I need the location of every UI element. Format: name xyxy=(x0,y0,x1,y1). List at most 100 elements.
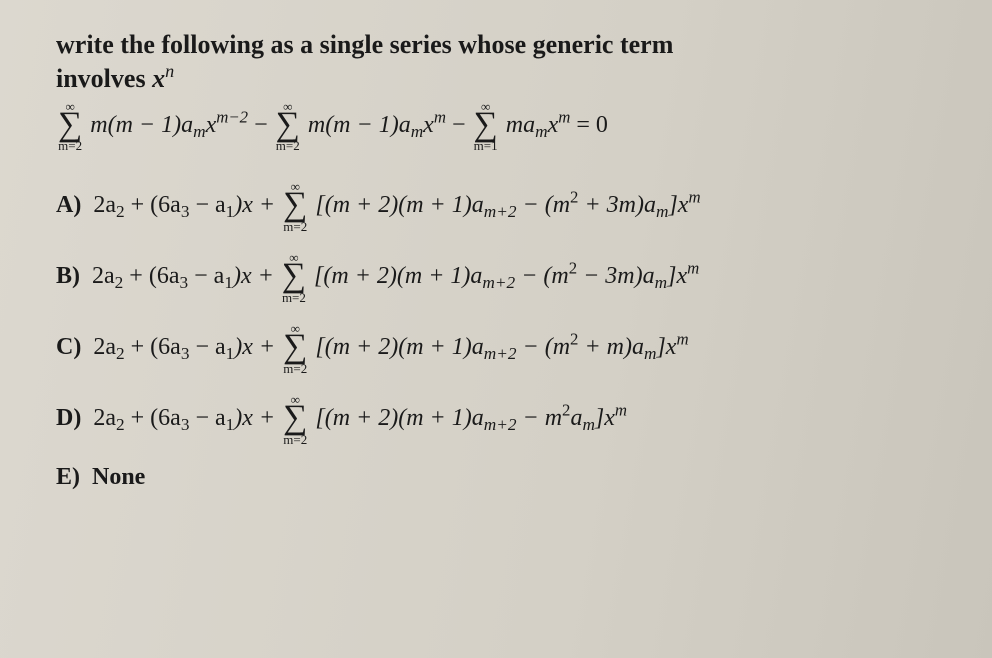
c-body-c: + m)a xyxy=(578,334,644,360)
eq-term2a: m(m − 1)a xyxy=(308,112,411,138)
a-body-sub2: m xyxy=(656,202,668,221)
b-body-sub2: m xyxy=(655,273,667,292)
d-body-sub1: m+2 xyxy=(484,415,517,434)
question-prompt: write the following as a single series w… xyxy=(56,28,948,96)
c-body-sub2: m xyxy=(644,344,656,363)
choice-e-letter: E) xyxy=(56,464,80,490)
c-lead-a: 2a xyxy=(93,334,116,360)
eq-term1b: x xyxy=(206,112,217,138)
a-body-b: − (m xyxy=(517,192,571,218)
choice-d: D) 2a2 + (6a3 − a1)x + ∞ ∑ m=2 [(m + 2)(… xyxy=(56,393,948,446)
sigma-b-symbol: ∑ xyxy=(282,262,306,291)
eq-term2-sub: m xyxy=(411,121,423,140)
sigma-a: ∞ ∑ m=2 xyxy=(283,180,307,233)
a-lead-d: )x + xyxy=(234,192,281,218)
choice-d-letter: D) xyxy=(56,405,81,431)
a-sub2: 2 xyxy=(116,202,125,221)
prompt-var: x xyxy=(152,64,165,93)
a-body-c: + 3m)a xyxy=(578,192,656,218)
sigma-a-symbol: ∑ xyxy=(283,191,307,220)
eq-term3b: x xyxy=(548,112,559,138)
sigma-1: ∞ ∑ m=2 xyxy=(58,100,82,153)
d-body-b: − m xyxy=(517,405,563,431)
b-body-sup2: m xyxy=(687,259,699,278)
sigma-2: ∞ ∑ m=2 xyxy=(276,100,300,153)
eq-term1-sup: m−2 xyxy=(216,107,248,126)
c-body-sup2: m xyxy=(676,330,688,349)
a-body-sub1: m+2 xyxy=(484,202,517,221)
choice-b: B) 2a2 + (6a3 − a1)x + ∞ ∑ m=2 [(m + 2)(… xyxy=(56,251,948,304)
b-body-sup1: 2 xyxy=(569,259,577,278)
b-sub3: 3 xyxy=(179,273,188,292)
eq-term3a: ma xyxy=(506,112,535,138)
b-lead-c: − a xyxy=(188,263,224,289)
eq-term2b: x xyxy=(423,112,434,138)
sigma-1-symbol: ∑ xyxy=(58,111,82,140)
b-body-a: [(m + 2)(m + 1)a xyxy=(314,263,482,289)
equation-line: ∞ ∑ m=2 m(m − 1)amxm−2 − ∞ ∑ m=2 m(m − 1… xyxy=(56,100,948,153)
b-sub1: 1 xyxy=(224,273,233,292)
d-body-sup2: m xyxy=(615,401,627,420)
prompt-var-exp: n xyxy=(165,61,174,81)
sigma-3-symbol: ∑ xyxy=(474,111,498,140)
d-lead-d: )x + xyxy=(234,405,281,431)
eq-rhs: = 0 xyxy=(576,112,608,138)
c-lead-d: )x + xyxy=(234,334,281,360)
minus-1: − xyxy=(254,112,274,138)
d-body-c: a xyxy=(570,405,582,431)
sigma-3: ∞ ∑ m=1 xyxy=(474,100,498,153)
b-body-d: ]x xyxy=(667,263,687,289)
d-body-d: ]x xyxy=(595,405,615,431)
c-body-sub1: m+2 xyxy=(484,344,517,363)
sigma-b: ∞ ∑ m=2 xyxy=(282,251,306,304)
sigma-2-bot: m=2 xyxy=(276,139,300,152)
choice-e: E) None xyxy=(56,464,948,491)
a-lead-c: − a xyxy=(189,192,225,218)
c-lead-c: − a xyxy=(189,334,225,360)
sigma-1-bot: m=2 xyxy=(58,139,82,152)
eq-term3-sub: m xyxy=(535,121,547,140)
a-sub1: 1 xyxy=(226,202,235,221)
sigma-d-bot: m=2 xyxy=(283,433,307,446)
d-body-sub2: m xyxy=(582,415,594,434)
d-lead-a: 2a xyxy=(93,405,116,431)
choice-c-letter: C) xyxy=(56,334,81,360)
choice-a-letter: A) xyxy=(56,192,81,218)
choice-b-letter: B) xyxy=(56,263,80,289)
a-body-d: ]x xyxy=(668,192,688,218)
b-sub2: 2 xyxy=(115,273,124,292)
sigma-d: ∞ ∑ m=2 xyxy=(283,393,307,446)
eq-term1-sub: m xyxy=(193,121,205,140)
c-body-b: − (m xyxy=(517,334,571,360)
eq-term1a: m(m − 1)a xyxy=(90,112,193,138)
eq-term2-sup: m xyxy=(434,107,446,126)
prompt-line2a: involves xyxy=(56,64,152,93)
b-body-b: − (m xyxy=(515,263,569,289)
minus-2: − xyxy=(452,112,472,138)
choice-c: C) 2a2 + (6a3 − a1)x + ∞ ∑ m=2 [(m + 2)(… xyxy=(56,322,948,375)
c-lead-b: + (6a xyxy=(125,334,181,360)
d-lead-c: − a xyxy=(189,405,225,431)
sigma-c-bot: m=2 xyxy=(283,362,307,375)
a-body-sup2: m xyxy=(688,188,700,207)
sigma-d-symbol: ∑ xyxy=(283,404,307,433)
c-sub1: 1 xyxy=(226,344,235,363)
choice-e-text: None xyxy=(92,464,145,490)
d-body-a: [(m + 2)(m + 1)a xyxy=(315,405,483,431)
b-lead-b: + (6a xyxy=(123,263,179,289)
a-lead-b: + (6a xyxy=(125,192,181,218)
a-lead-a: 2a xyxy=(93,192,116,218)
prompt-line1: write the following as a single series w… xyxy=(56,30,673,59)
eq-term3-sup: m xyxy=(558,107,570,126)
d-lead-b: + (6a xyxy=(125,405,181,431)
c-body-d: ]x xyxy=(656,334,676,360)
b-body-c: − 3m)a xyxy=(577,263,655,289)
b-body-sub1: m+2 xyxy=(482,273,515,292)
a-body-a: [(m + 2)(m + 1)a xyxy=(315,192,483,218)
choice-a: A) 2a2 + (6a3 − a1)x + ∞ ∑ m=2 [(m + 2)(… xyxy=(56,180,948,233)
c-sub2: 2 xyxy=(116,344,125,363)
sigma-a-bot: m=2 xyxy=(283,220,307,233)
page: write the following as a single series w… xyxy=(0,0,992,658)
b-lead-d: )x + xyxy=(233,263,280,289)
b-lead-a: 2a xyxy=(92,263,115,289)
